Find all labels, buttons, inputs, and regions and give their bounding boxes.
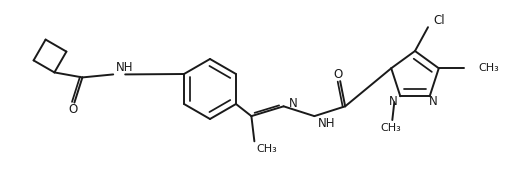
Text: CH₃: CH₃ xyxy=(477,63,498,73)
Text: N: N xyxy=(428,95,437,108)
Text: N: N xyxy=(288,97,297,110)
Text: NH: NH xyxy=(116,61,133,74)
Text: O: O xyxy=(333,68,342,81)
Text: CH₃: CH₃ xyxy=(379,123,400,133)
Text: CH₃: CH₃ xyxy=(256,144,277,154)
Text: O: O xyxy=(69,103,78,116)
Text: N: N xyxy=(388,95,397,108)
Text: Cl: Cl xyxy=(432,14,444,27)
Text: NH: NH xyxy=(317,117,334,130)
